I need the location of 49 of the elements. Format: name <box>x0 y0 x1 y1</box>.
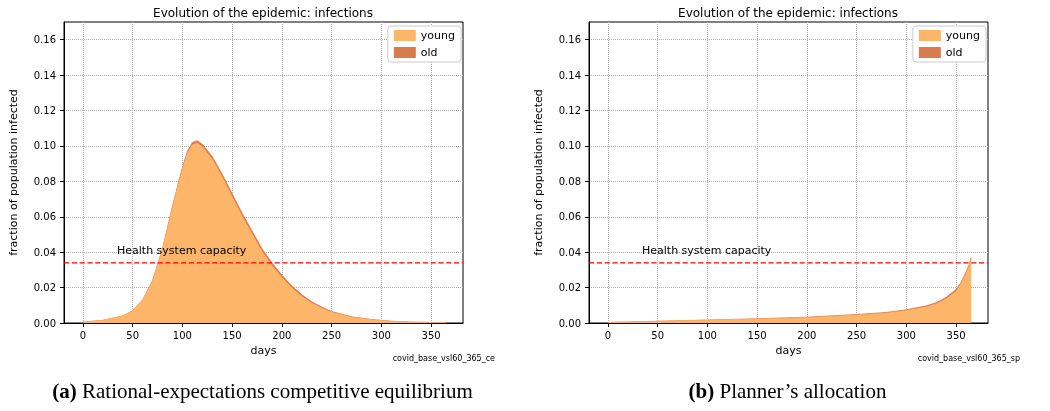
y-tick-label: 0.04 <box>558 246 581 258</box>
y-tick-label: 0.02 <box>33 282 56 294</box>
y-tick-label: 0.14 <box>558 69 581 81</box>
x-tick-label: 50 <box>651 329 665 341</box>
x-tick-label: 200 <box>797 329 817 341</box>
text: (a) Rational-expectations competitive equilibrium <box>52 378 473 403</box>
y-tick-label: 0.08 <box>33 175 56 187</box>
text: covid_base_vsl60_365_ce <box>392 353 496 363</box>
legend-label: old <box>945 46 963 59</box>
y-tick-label: 0.06 <box>558 211 581 223</box>
x-tick-label: 0 <box>604 329 612 341</box>
x-tick-label: 150 <box>747 329 767 341</box>
y-tick-label: 0.04 <box>33 246 56 258</box>
legend-label: young <box>945 29 981 42</box>
y-tick-label: 0.10 <box>33 140 56 152</box>
ref-line-label: Health system capacity <box>642 243 772 257</box>
x-tick-label: 200 <box>272 329 292 341</box>
y-axis-title: fraction of population infected <box>532 89 545 256</box>
y-tick-label: 0.00 <box>558 317 581 329</box>
x-tick-label: 350 <box>946 329 966 341</box>
chart-title: Evolution of the epidemic: infections <box>678 6 898 20</box>
chart-title: Evolution of the epidemic: infections <box>153 6 373 20</box>
text: covid_base_vsl60_365_sp <box>917 353 1020 363</box>
y-tick-label: 0.16 <box>558 34 581 46</box>
x-axis-title: days <box>250 344 277 357</box>
x-tick-label: 300 <box>896 329 916 341</box>
y-tick-label: 0.02 <box>558 282 581 294</box>
x-tick-label: 250 <box>847 329 867 341</box>
y-axis-title: fraction of population infected <box>7 89 20 256</box>
y-tick-label: 0.06 <box>33 211 56 223</box>
y-tick-label: 0.14 <box>33 69 56 81</box>
x-axis-title: days <box>775 344 802 357</box>
x-tick-label: 0 <box>79 329 87 341</box>
x-tick-label: 100 <box>172 329 192 341</box>
x-tick-label: 150 <box>222 329 242 341</box>
legend-label: old <box>420 46 438 59</box>
y-tick-label: 0.12 <box>558 105 581 117</box>
x-tick-label: 100 <box>697 329 717 341</box>
y-tick-label: 0.10 <box>558 140 581 152</box>
x-tick-label: 300 <box>371 329 391 341</box>
y-tick-label: 0.00 <box>33 317 56 329</box>
y-tick-label: 0.12 <box>33 105 56 117</box>
x-tick-label: 250 <box>322 329 342 341</box>
x-tick-label: 350 <box>421 329 441 341</box>
y-tick-label: 0.08 <box>558 175 581 187</box>
y-tick-label: 0.16 <box>33 34 56 46</box>
text: (b) Planner’s allocation <box>688 378 887 403</box>
legend-label: young <box>420 29 456 42</box>
x-tick-label: 50 <box>126 329 140 341</box>
